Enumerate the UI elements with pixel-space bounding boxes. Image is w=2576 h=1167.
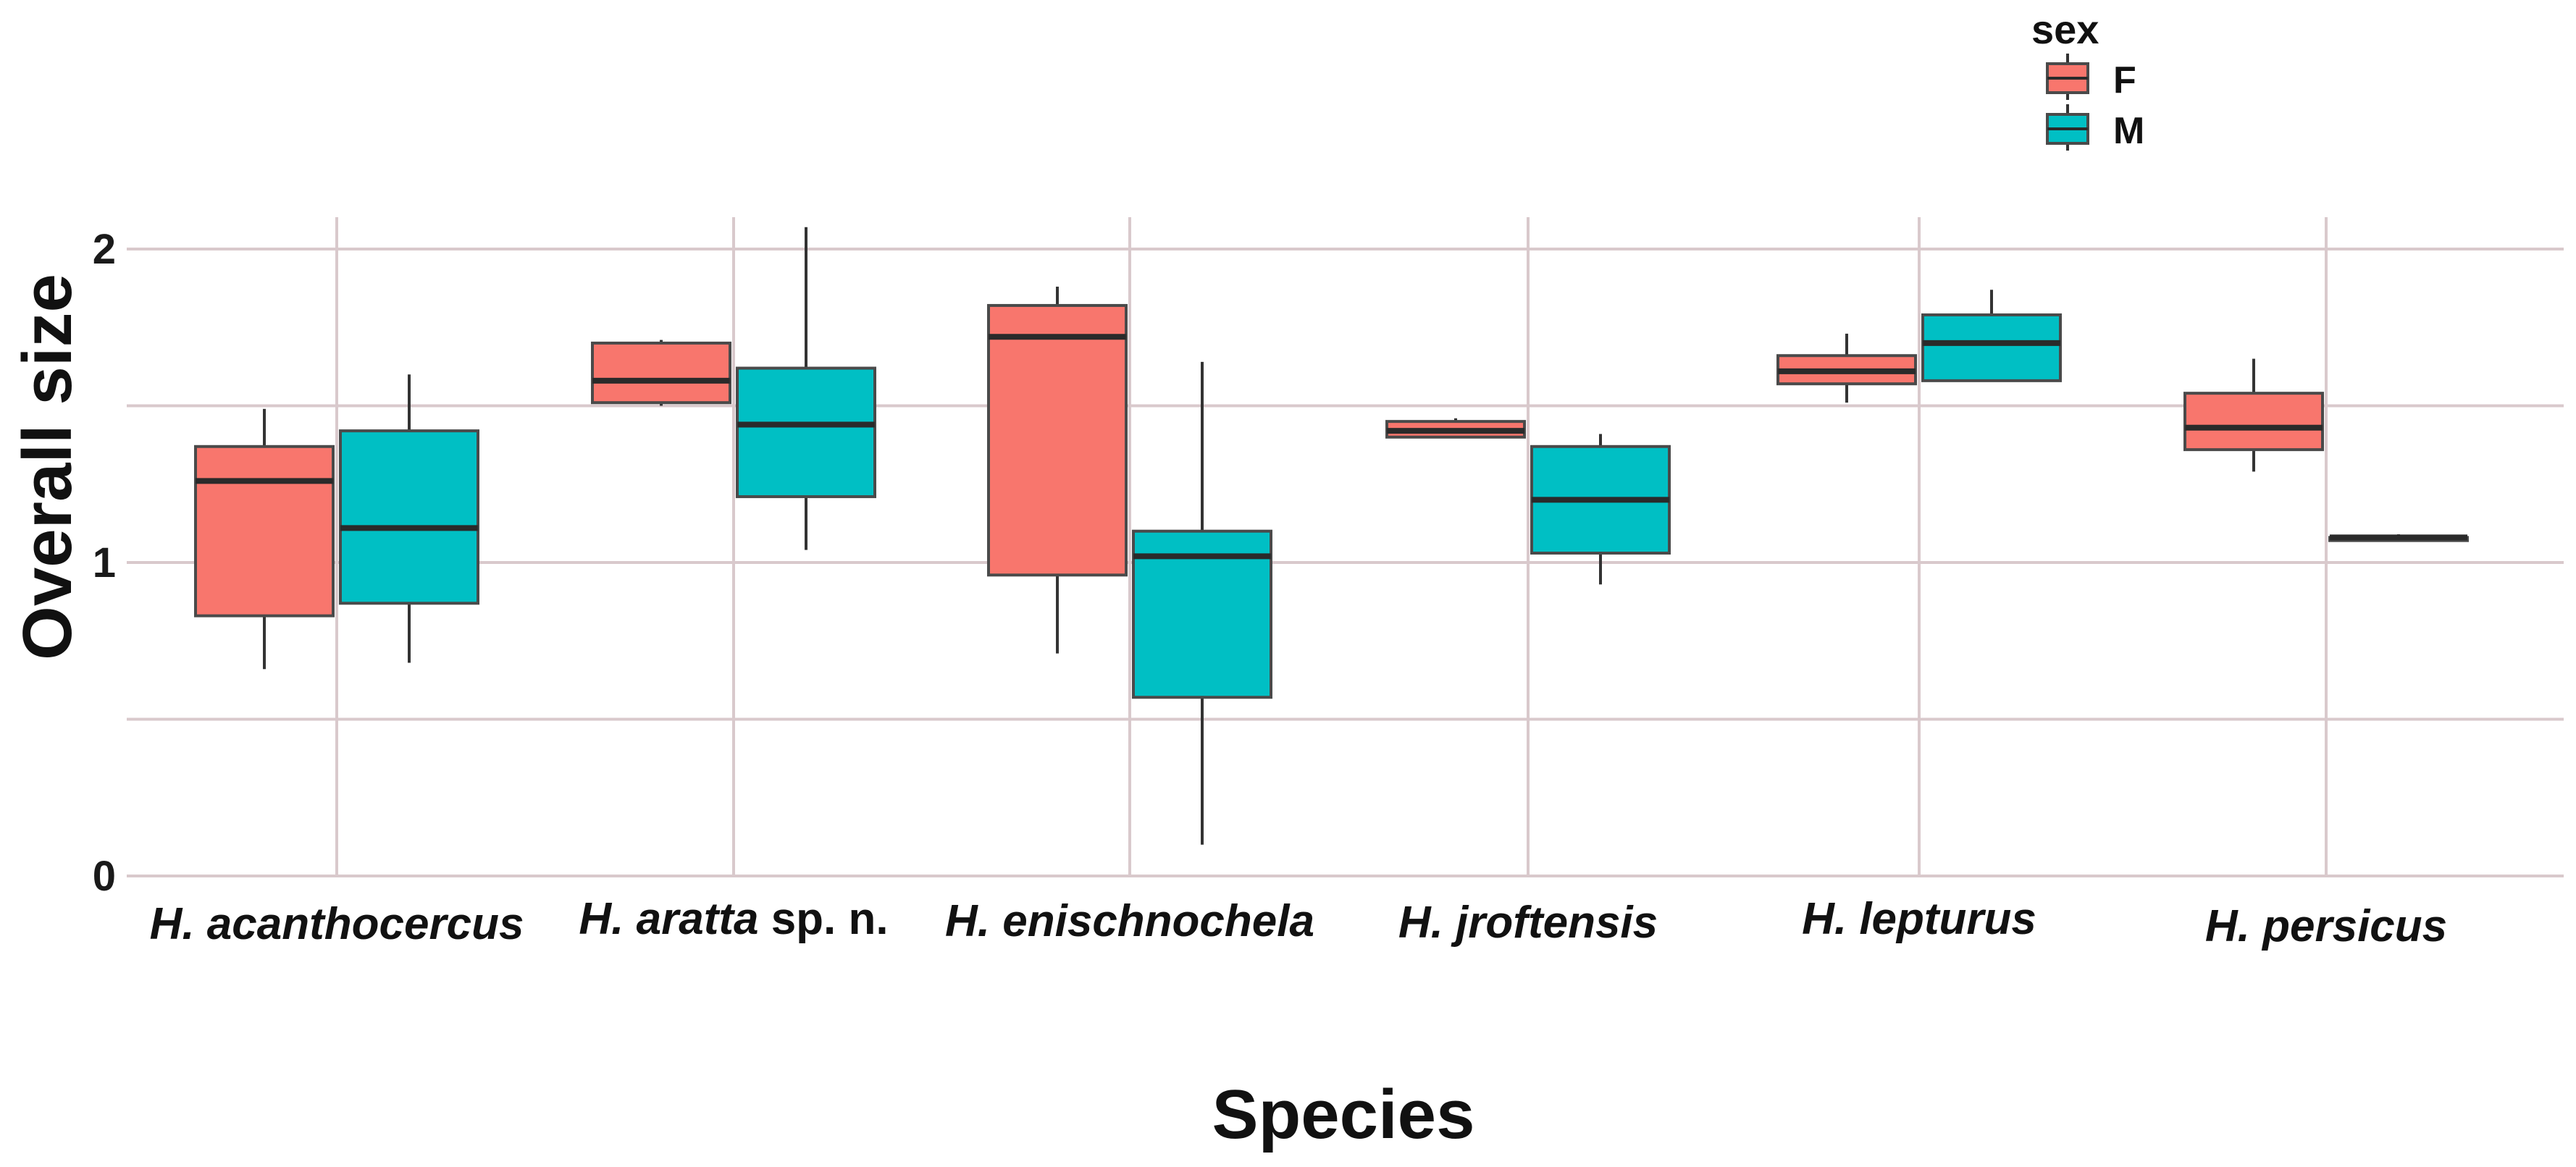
box-iqr	[1921, 313, 2062, 382]
box-iqr	[194, 445, 335, 618]
box-iqr	[339, 429, 479, 605]
legend-label: F	[2113, 59, 2136, 101]
box-M-1	[736, 227, 876, 550]
box-iqr	[987, 303, 1128, 577]
species-name: H. acanthocercus	[150, 899, 524, 949]
x-axis-title: Species	[1212, 1076, 1475, 1153]
legend-item-M: M	[2046, 104, 2144, 152]
box-F-5	[2183, 358, 2324, 472]
x-category-label: H. jroftensis	[1398, 898, 1658, 948]
grid-layer	[127, 217, 2564, 877]
x-category-label: H. enischnochela	[945, 896, 1314, 946]
x-category-label: H. persicus	[2205, 901, 2447, 951]
y-tick-label: 0	[93, 853, 116, 900]
box-iqr	[591, 341, 731, 405]
x-category-label: H. aratta sp. n.	[579, 894, 888, 944]
species-name: H. enischnochela	[945, 896, 1314, 946]
box-M-5	[2328, 534, 2469, 542]
box-M-0	[339, 374, 479, 663]
box-F-1	[591, 340, 731, 406]
x-category-label: H. lepturus	[1802, 894, 2036, 944]
species-name: H. aratta	[579, 894, 758, 944]
box-M-2	[1132, 361, 1272, 845]
legend: sex FM	[2031, 7, 2144, 152]
boxes-layer	[194, 227, 2469, 845]
legend-title: sex	[2031, 7, 2099, 52]
box-F-0	[194, 408, 335, 670]
box-iqr	[736, 366, 876, 499]
species-suffix: sp. n.	[758, 894, 888, 944]
species-name: H. persicus	[2205, 901, 2447, 951]
x-category-labels: H. acanthocercus H. aratta sp. n. H. enisc…	[150, 894, 2448, 951]
box-M-4	[1921, 290, 2062, 382]
y-tick-label: 1	[93, 539, 116, 586]
y-tick-labels: 0 1 2	[93, 226, 116, 900]
box-F-2	[987, 286, 1128, 654]
species-name: H. lepturus	[1802, 894, 2036, 944]
x-category-label: H. acanthocercus	[150, 899, 524, 949]
species-name: H. jroftensis	[1398, 898, 1658, 948]
y-tick-label: 2	[93, 226, 116, 273]
legend-items: FM	[2046, 54, 2144, 152]
box-M-3	[1530, 434, 1671, 585]
box-iqr	[2183, 392, 2324, 452]
box-F-3	[1385, 418, 1526, 439]
legend-item-F: F	[2046, 54, 2136, 101]
legend-label: M	[2113, 110, 2144, 152]
box-F-4	[1776, 333, 1917, 403]
y-axis-title: Overall size	[9, 274, 86, 660]
